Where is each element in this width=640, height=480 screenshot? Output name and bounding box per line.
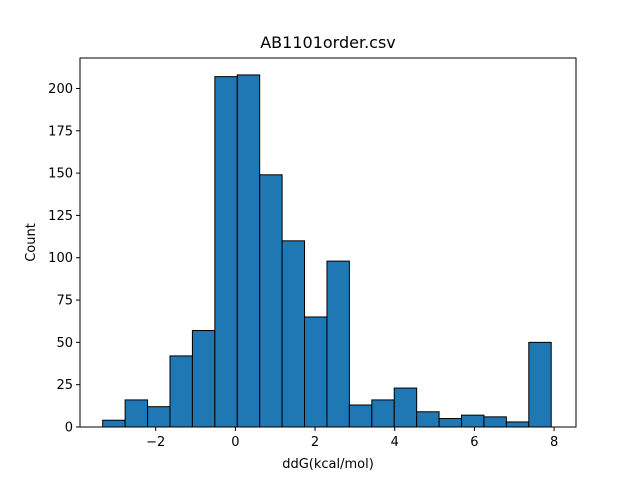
plot-area-frame	[79, 57, 577, 428]
histogram-bar	[169, 355, 193, 428]
histogram-bar	[393, 387, 418, 428]
y-tick-label: 75	[56, 294, 73, 309]
histogram-bar	[304, 316, 328, 428]
x-tick-label: 2	[311, 435, 319, 450]
x-tick-label: 4	[391, 435, 399, 450]
y-tick-label: 150	[48, 167, 73, 182]
x-axis-label: ddG(kcal/mol)	[282, 457, 374, 472]
histogram-bar	[214, 76, 238, 428]
histogram-bar	[438, 418, 463, 428]
histogram-bar	[483, 416, 507, 428]
histogram-bar	[102, 419, 126, 428]
histogram-bar	[326, 260, 350, 428]
x-tick-label: 8	[550, 435, 558, 450]
y-axis-label: Count	[24, 223, 39, 262]
chart-title: AB1101order.csv	[260, 33, 396, 52]
histogram-bar	[236, 74, 261, 428]
histogram-bar	[416, 411, 440, 428]
y-tick-label: 125	[48, 209, 73, 224]
histogram-bar	[124, 399, 149, 428]
histogram-bar	[528, 341, 552, 428]
bars-layer	[102, 74, 552, 428]
y-tick-label: 50	[56, 336, 73, 351]
histogram-bar	[191, 330, 216, 428]
histogram-bar	[505, 421, 530, 428]
y-axis-ticks: 0 25 50 75 100 125 150 175 200	[48, 82, 80, 436]
histogram-bar	[371, 399, 395, 428]
y-tick-label: 175	[48, 124, 73, 139]
y-tick-label: 0	[65, 421, 73, 436]
histogram-bar	[259, 174, 283, 428]
histogram-bar	[348, 404, 373, 428]
histogram-bar	[461, 414, 485, 428]
histogram-bar	[147, 406, 171, 428]
y-tick-label: 100	[48, 251, 73, 266]
y-tick-label: 25	[56, 378, 73, 393]
x-tick-label: −2	[146, 435, 165, 450]
x-axis-ticks: −2 0 2 4 6 8	[146, 427, 558, 450]
y-tick-label: 200	[48, 82, 73, 97]
x-tick-label: 6	[470, 435, 478, 450]
histogram-bar	[281, 240, 306, 428]
x-tick-label: 0	[231, 435, 239, 450]
